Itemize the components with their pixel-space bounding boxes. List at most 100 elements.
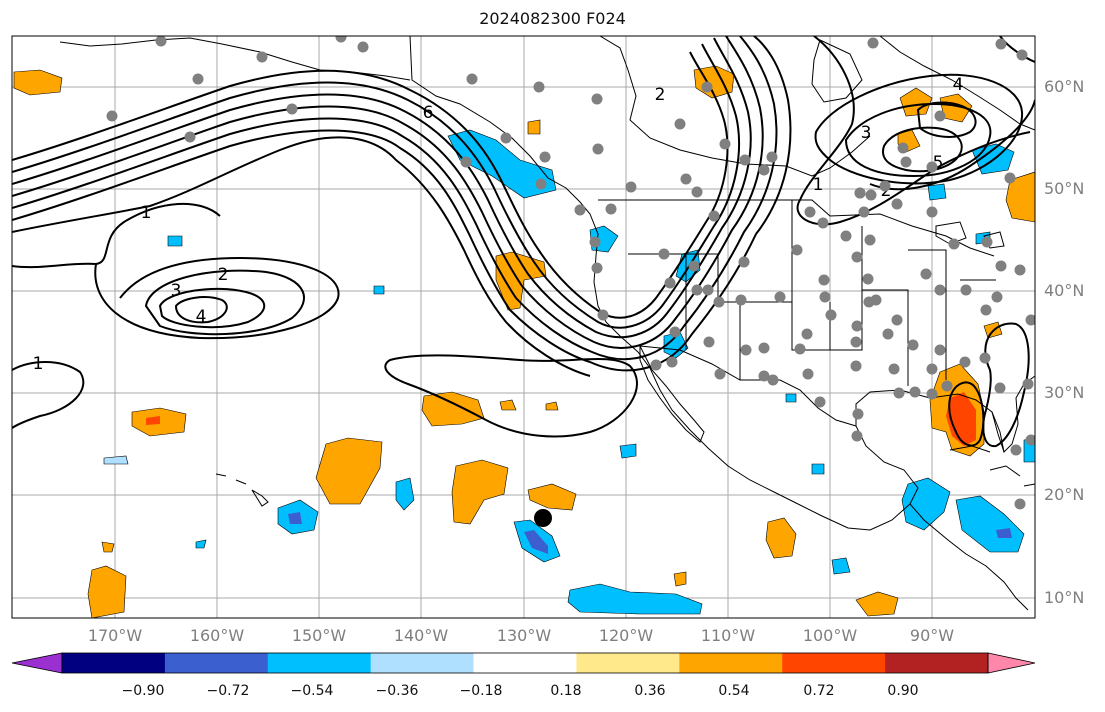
station-marker (674, 118, 686, 130)
contour-line (384, 354, 638, 438)
contour-line (12, 37, 752, 339)
station-marker (740, 344, 752, 356)
contour-label: 4 (196, 307, 207, 327)
negative-area (901, 477, 951, 531)
map-title: 2024082300 F024 (479, 9, 626, 28)
station-marker (926, 206, 938, 218)
station-marker (791, 244, 803, 256)
station-marker (1022, 378, 1034, 390)
lat-label-20: 20°N (1044, 485, 1085, 504)
baja-coastline (639, 345, 705, 443)
positive-area (495, 251, 547, 311)
hawaii-islands (215, 473, 269, 507)
station-marker (794, 343, 806, 355)
station-marker (801, 328, 813, 340)
lon-label-110: 110°W (700, 626, 756, 645)
negative-area (395, 477, 415, 511)
station-marker (1014, 264, 1026, 276)
colorbar-bin (885, 653, 989, 673)
station-marker (574, 204, 586, 216)
station-marker (650, 359, 662, 371)
station-marker (804, 206, 816, 218)
station-marker (1010, 444, 1022, 456)
negative-area (103, 455, 129, 465)
station-marker (539, 151, 551, 163)
station-marker (979, 352, 991, 364)
station-marker (814, 396, 826, 408)
shaded-anomaly-areas (13, 65, 1035, 618)
positive-area (899, 87, 933, 117)
station-marker (688, 260, 700, 272)
station-marker (879, 180, 891, 192)
lon-label-140: 140°W (393, 626, 449, 645)
positive-area (765, 517, 797, 559)
colorbar-tick-label: 0.72 (803, 683, 835, 699)
contour-label: 5 (933, 153, 944, 173)
station-marker (862, 273, 874, 285)
station-marker (758, 164, 770, 176)
negative-area (195, 539, 207, 549)
negative-area (831, 557, 851, 575)
station-marker (959, 356, 971, 368)
station-marker (592, 143, 604, 155)
negative-area (524, 530, 548, 554)
contour-line (814, 73, 1024, 185)
station-marker (702, 284, 714, 296)
contour-line (12, 136, 591, 377)
positive-area (421, 391, 485, 427)
florida (991, 411, 1005, 453)
contour-line (882, 126, 963, 173)
border-canada-us (598, 199, 995, 257)
contour-label: 1 (141, 203, 152, 223)
colorbar-tick-label: 0.18 (550, 683, 582, 699)
colorbar-tick-label: 0.54 (718, 683, 750, 699)
station-marker (840, 230, 852, 242)
station-marker (1016, 49, 1028, 61)
positive-area (1005, 171, 1035, 223)
station-markers (106, 36, 1035, 510)
station-marker (893, 387, 905, 399)
positive-area (87, 565, 127, 618)
lat-label-40: 40°N (1044, 281, 1085, 300)
colorbar-bin (576, 653, 680, 673)
station-marker (708, 210, 720, 222)
station-marker (735, 294, 747, 306)
colorbar-tick-label: 0.90 (887, 683, 919, 699)
negative-area (167, 235, 183, 247)
station-marker (766, 151, 778, 163)
colorbar-bin (267, 653, 372, 673)
lat-label-50: 50°N (1044, 179, 1085, 198)
station-marker (106, 110, 118, 122)
contour-label: 1 (33, 354, 44, 374)
contour-line (916, 101, 977, 138)
lat-label-30: 30°N (1044, 383, 1085, 402)
station-marker (934, 110, 946, 122)
station-marker (864, 234, 876, 246)
colorbar-bin (782, 653, 886, 673)
station-marker (597, 309, 609, 321)
positive-area (13, 69, 63, 96)
station-marker (500, 132, 512, 144)
lon-label-170: 170°W (87, 626, 143, 645)
lon-label-160: 160°W (189, 626, 245, 645)
negative-area (567, 583, 703, 615)
station-marker (858, 206, 870, 218)
negative-area (619, 443, 637, 459)
station-marker (852, 408, 864, 420)
contour-line (12, 202, 221, 269)
colorbar-bin (62, 653, 166, 673)
station-marker (535, 178, 547, 190)
station-marker (1025, 434, 1035, 446)
station-marker (817, 217, 829, 229)
positive-area (946, 392, 976, 446)
lon-label-90: 90°W (909, 626, 955, 645)
station-marker (934, 344, 946, 356)
contour-line (12, 36, 792, 372)
colorbar-tick-label: 0.36 (634, 683, 666, 699)
negative-area (288, 512, 302, 524)
station-marker (589, 236, 601, 248)
station-marker (991, 291, 1003, 303)
station-marker (680, 173, 692, 185)
station-marker (738, 256, 750, 268)
